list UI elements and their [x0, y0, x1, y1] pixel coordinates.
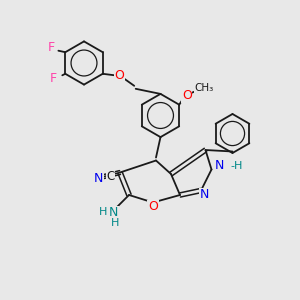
Text: N: N [199, 188, 209, 202]
Text: N: N [109, 206, 118, 220]
Text: O: O [182, 89, 192, 102]
Text: C: C [106, 169, 115, 183]
Text: O: O [114, 69, 124, 82]
Text: CH₃: CH₃ [194, 83, 213, 93]
Text: F: F [50, 72, 57, 85]
Text: H: H [110, 218, 119, 228]
Text: F: F [48, 40, 56, 54]
Text: H: H [98, 207, 107, 218]
Text: O: O [148, 200, 158, 214]
Text: N: N [214, 159, 224, 172]
Text: -H: -H [230, 161, 242, 171]
Text: N: N [94, 172, 104, 185]
